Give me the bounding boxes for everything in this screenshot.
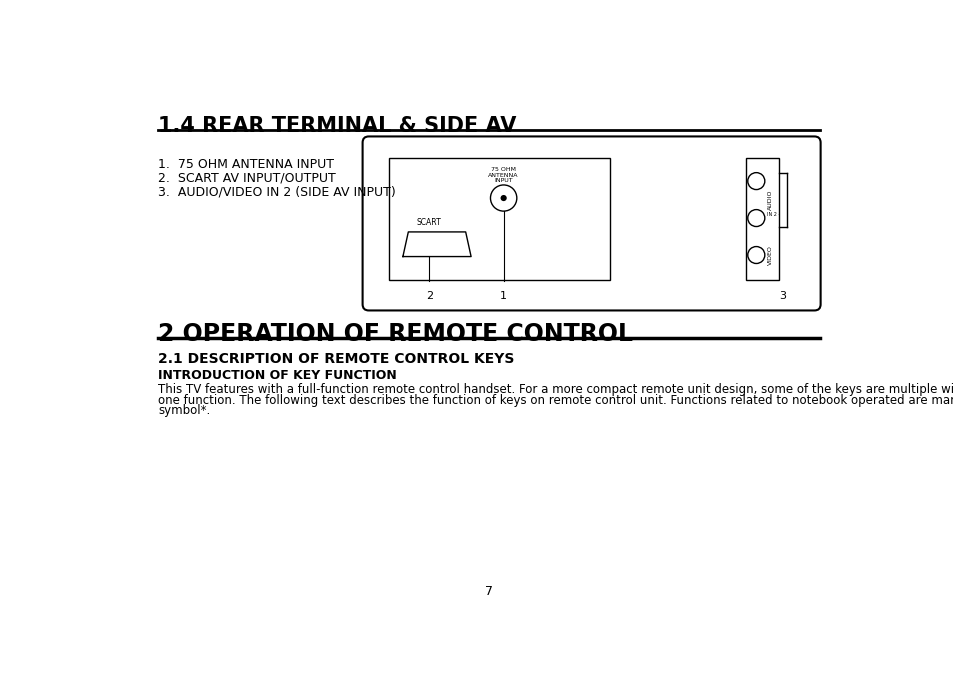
Text: 75 OHM
ANTENNA
INPUT: 75 OHM ANTENNA INPUT — [488, 167, 518, 184]
Text: 2: 2 — [425, 291, 433, 301]
Text: 3: 3 — [779, 291, 785, 301]
Text: This TV features with a full-function remote control handset. For a more compact: This TV features with a full-function re… — [158, 383, 953, 396]
Text: INTRODUCTION OF KEY FUNCTION: INTRODUCTION OF KEY FUNCTION — [158, 369, 396, 382]
Text: 3.  AUDIO/VIDEO IN 2 (SIDE AV INPUT): 3. AUDIO/VIDEO IN 2 (SIDE AV INPUT) — [158, 186, 395, 198]
Bar — [389, 158, 609, 279]
Text: VIDEO: VIDEO — [767, 245, 772, 265]
Text: one function. The following text describes the function of keys on remote contro: one function. The following text describ… — [158, 394, 953, 406]
FancyBboxPatch shape — [362, 136, 820, 310]
Text: SCART: SCART — [416, 218, 441, 227]
Text: 1.  75 OHM ANTENNA INPUT: 1. 75 OHM ANTENNA INPUT — [158, 158, 334, 171]
Text: IN 2 -: IN 2 - — [766, 212, 780, 217]
Text: 1: 1 — [499, 291, 507, 301]
Text: symbol*.: symbol*. — [158, 404, 210, 417]
Text: 2.1 DESCRIPTION OF REMOTE CONTROL KEYS: 2.1 DESCRIPTION OF REMOTE CONTROL KEYS — [158, 352, 514, 366]
Text: 1.4 REAR TERMINAL & SIDE AV: 1.4 REAR TERMINAL & SIDE AV — [158, 115, 516, 136]
Bar — [745, 158, 778, 279]
Text: 7: 7 — [484, 585, 493, 598]
Text: AUDIO: AUDIO — [767, 189, 772, 210]
Circle shape — [500, 195, 506, 201]
Text: 2 OPERATION OF REMOTE CONTROL: 2 OPERATION OF REMOTE CONTROL — [158, 322, 633, 346]
Polygon shape — [402, 232, 471, 256]
Text: 2.  SCART AV INPUT/OUTPUT: 2. SCART AV INPUT/OUTPUT — [158, 172, 335, 185]
